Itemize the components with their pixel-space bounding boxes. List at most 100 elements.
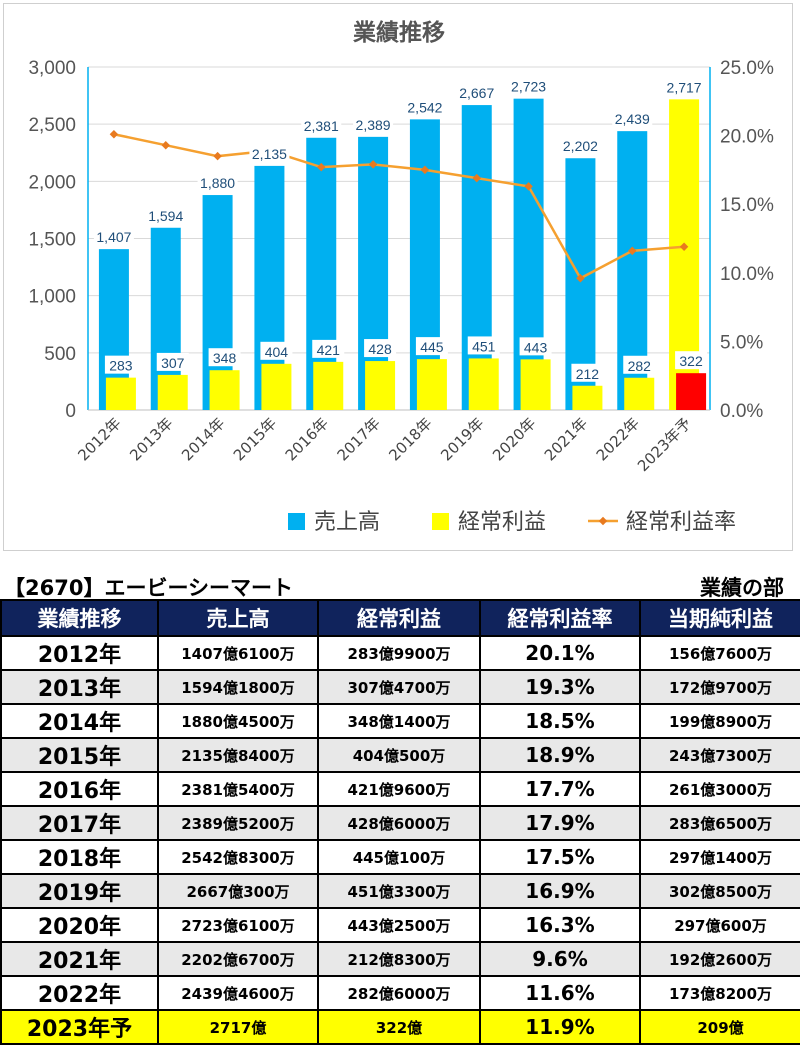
year-cell: 2023年予 [0,1009,159,1045]
sales-data-label: 1,880 [200,175,235,191]
ordinary-profit-bar [520,359,551,410]
x-axis-tick-label: 2015年 [230,414,280,464]
right-axis-tick-label: 25.0% [720,58,774,79]
year-cell: 2019年 [0,873,159,909]
profit-label-box [467,336,500,355]
sales-data-label: 2,381 [304,118,339,134]
profit-ratio-point [420,165,430,175]
ordinary-profit-bar [157,374,188,410]
sales-label-box [197,173,238,192]
sales-cell: 1594億1800万 [157,669,319,705]
year-cell: 2017年 [0,805,159,841]
year-cell: 2022年 [0,975,159,1011]
sales-data-label: 2,202 [563,138,598,154]
profit-label-box [260,341,293,360]
net-income-cell: 192億2600万 [639,941,800,977]
profit-data-label: 451 [472,338,496,354]
sales-cell: 1880億4500万 [157,703,319,739]
profit-label-box [364,339,397,358]
legend-label-sales: 売上高 [314,510,380,535]
right-axis-tick-label: 5.0% [720,332,763,353]
header-ordinary-profit: 経常利益 [317,599,481,637]
ordinary-profit-cell: 404億500万 [317,737,481,773]
profit-data-label: 445 [420,339,444,355]
profit-label-box [675,351,708,370]
left-axis-tick-label: 1,500 [28,230,76,251]
x-axis-tick-label: 2021年 [541,414,591,464]
profit-ratio-point [472,173,481,183]
profit-data-label: 322 [679,353,703,369]
profit-data-label: 348 [213,350,237,366]
ordinary-profit-cell: 443億2500万 [317,907,481,943]
profit-label-box [156,352,189,371]
profit-label-box [104,355,137,374]
sales-bar [513,98,544,410]
ordinary-profit-cell: 421億9600万 [317,771,481,807]
sales-data-label: 2,439 [615,111,650,127]
sales-cell: 2202億6700万 [157,941,319,977]
legend-label-profit-ratio: 経常利益率 [626,510,736,535]
x-axis-tick-label: 2023年予 [634,414,695,475]
sales-label-box [93,227,134,246]
sales-cell: 2723億6100万 [157,907,319,943]
sales-cell: 2667億300万 [157,873,319,909]
section-label: 業績の部 [700,576,784,600]
ordinary-profit-bar [209,370,240,410]
net-income-cell: 156億7600万 [639,635,800,671]
sales-cell: 2389億5200万 [157,805,319,841]
profit-ratio-cell: 20.1% [479,635,641,671]
year-cell: 2012年 [0,635,159,671]
profit-label-box [312,339,345,358]
sales-label-box [301,115,342,134]
profit-ratio-point [368,160,378,169]
profit-label-box [415,337,448,356]
profit-ratio-cell: 16.3% [479,907,641,943]
table-row: 2018年 2542億8300万 445億100万 17.5% 297億1400万 [0,839,800,875]
profit-data-label: 443 [524,339,548,355]
ordinary-profit-cell: 445億100万 [317,839,481,875]
table-row: 2017年 2389億5200万 428億6000万 17.9% 283億6500万 [0,805,800,841]
sales-label-box [404,97,445,116]
year-cell: 2014年 [0,703,159,739]
profit-ratio-cell: 18.5% [479,703,641,739]
profit-data-label: 282 [628,358,652,374]
net-income-cell: 283億6500万 [639,805,800,841]
profit-ratio-line [113,133,685,280]
sales-cell: 2135億8400万 [157,737,319,773]
sales-data-label: 2,717 [667,79,702,95]
sales-data-label: 2,389 [356,117,391,133]
table-row: 2022年 2439億4600万 282億6000万 11.6% 173億8200万 [0,975,800,1011]
profit-ratio-cell: 16.9% [479,873,641,909]
left-axis-tick-label: 2,500 [28,115,76,136]
left-axis-tick-label: 2,000 [28,172,76,193]
x-axis-tick-label: 2018年 [385,414,435,464]
ordinary-profit-cell: 322億 [317,1009,481,1045]
performance-table: 業績推移 売上高 経常利益 経常利益率 当期純利益 2012年 1407億6100… [0,599,800,1045]
net-income-cell: 199億8900万 [639,703,800,739]
ordinary-profit-cell: 451億3300万 [317,873,481,909]
sales-data-label: 2,135 [252,146,287,162]
year-cell: 2021年 [0,941,159,977]
right-axis-tick-label: 10.0% [720,264,774,285]
table-header-row: 業績推移 売上高 経常利益 経常利益率 当期純利益 [0,599,800,637]
profit-ratio-point [109,129,119,139]
right-axis-tick-label: 20.0% [720,127,774,148]
chart-panel: 業績推移 0 500 1,000 1,500 2,000 2,500 3,000 0.0% 5.0… [3,3,793,551]
profit-data-label: 307 [161,355,185,371]
table-row: 2021年 2202億6700万 212億8300万 9.6% 192億2600万 [0,941,800,977]
table-row: 2014年 1880億4500万 348億1400万 18.5% 199億8900万 [0,703,800,739]
company-title: 【2670】エービーシーマート [4,576,294,600]
net-income-cell: 172億9700万 [639,669,800,705]
ordinary-profit-bar [416,359,447,410]
year-cell: 2020年 [0,907,159,943]
year-cell: 2013年 [0,669,159,705]
profit-ratio-point [576,274,585,283]
x-axis-tick-label: 2020年 [489,414,539,464]
ordinary-profit-cell: 348億1400万 [317,703,481,739]
ordinary-profit-cell: 428億6000万 [317,805,481,841]
profit-data-label: 212 [576,366,600,382]
table-row: 2015年 2135億8400万 404億500万 18.9% 243億7300万 [0,737,800,773]
sales-label-box [353,114,394,133]
sales-label-box [145,205,186,224]
sales-cell: 2717億 [157,1009,319,1045]
